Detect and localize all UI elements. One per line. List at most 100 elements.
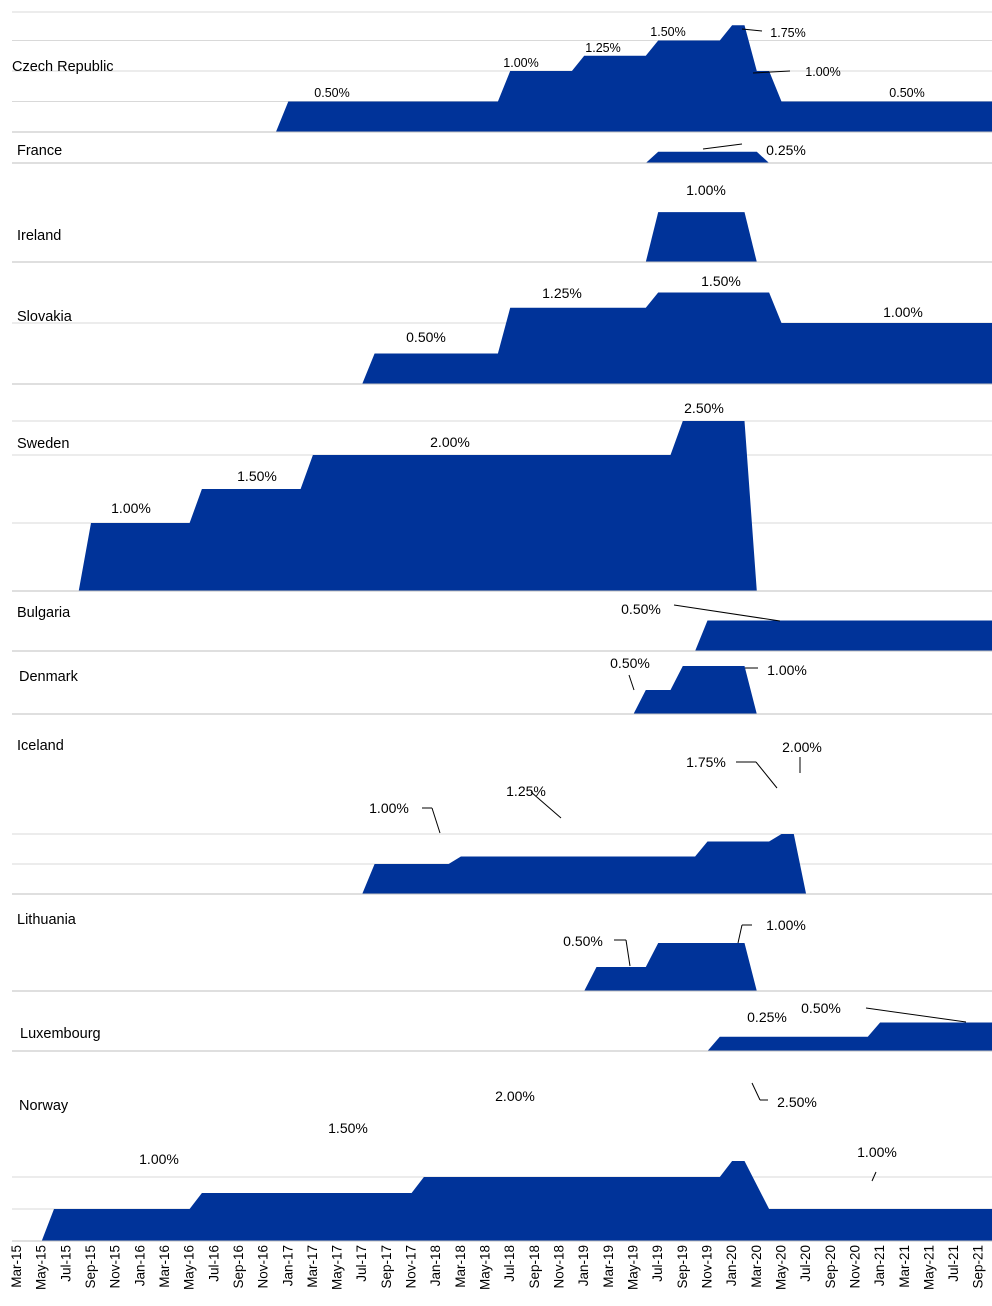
value-label: 1.25% bbox=[506, 783, 546, 799]
value-label: 0.50% bbox=[314, 86, 349, 100]
country-label: Luxembourg bbox=[20, 1026, 101, 1042]
buffer-area bbox=[695, 620, 992, 651]
value-label: 1.00% bbox=[857, 1144, 897, 1160]
value-label: 1.50% bbox=[701, 273, 741, 289]
value-label: 2.00% bbox=[495, 1088, 535, 1104]
panel-lithuania: Lithuania 0.50% 1.00% bbox=[12, 912, 992, 992]
value-label: 0.50% bbox=[610, 655, 650, 671]
value-label: 0.50% bbox=[563, 933, 603, 949]
x-tick-label: May-20 bbox=[774, 1245, 789, 1290]
panel-ireland: Ireland 1.00% bbox=[12, 182, 992, 263]
value-label: 1.00% bbox=[686, 182, 726, 198]
panel-luxembourg: Luxembourg 0.25% 0.50% bbox=[12, 1000, 992, 1052]
x-tick-label: Jan-16 bbox=[132, 1245, 147, 1286]
value-label: 1.00% bbox=[111, 500, 151, 516]
value-label: 1.50% bbox=[650, 25, 685, 39]
value-label: 0.50% bbox=[406, 329, 446, 345]
country-label: France bbox=[17, 143, 62, 159]
x-tick-label: Sep-17 bbox=[379, 1245, 394, 1289]
x-axis: Mar-15 May-15 Jul-15 Sep-15 Nov-15 Jan-16 Mar-… bbox=[9, 1245, 986, 1290]
buffer-area bbox=[645, 151, 770, 163]
value-label: 1.50% bbox=[237, 468, 277, 484]
x-tick-label: Jul-18 bbox=[502, 1245, 517, 1282]
x-tick-label: Jul-21 bbox=[946, 1245, 961, 1282]
label-leader bbox=[871, 1171, 877, 1182]
value-label: 1.00% bbox=[139, 1151, 179, 1167]
x-tick-label: Mar-21 bbox=[897, 1245, 912, 1288]
label-leader bbox=[741, 28, 763, 32]
x-tick-label: Jul-17 bbox=[354, 1245, 369, 1282]
x-tick-label: Jan-20 bbox=[724, 1245, 739, 1286]
country-label: Norway bbox=[19, 1098, 69, 1114]
country-label: Ireland bbox=[17, 228, 61, 244]
value-label: 2.00% bbox=[782, 739, 822, 755]
value-label: 0.25% bbox=[766, 142, 806, 158]
panel-czech-republic: Czech Republic 0.50% 1.00% 1.25% 1.50% 1.75% 1… bbox=[12, 11, 992, 133]
value-label: 2.50% bbox=[684, 400, 724, 416]
label-leader bbox=[628, 674, 635, 691]
x-tick-label: Jul-19 bbox=[650, 1245, 665, 1282]
buffer-area bbox=[275, 25, 992, 132]
country-label: Denmark bbox=[19, 669, 79, 685]
panel-slovakia: Slovakia 0.50% 1.25% 1.50% 1.00% bbox=[12, 273, 992, 385]
x-tick-label: Sep-19 bbox=[675, 1245, 690, 1289]
x-tick-label: Mar-20 bbox=[749, 1245, 764, 1288]
x-tick-label: Nov-15 bbox=[108, 1245, 123, 1289]
buffer-area bbox=[633, 666, 757, 714]
x-tick-label: Jan-19 bbox=[576, 1245, 591, 1286]
label-leader bbox=[752, 70, 791, 74]
x-tick-label: Mar-19 bbox=[601, 1245, 616, 1288]
x-tick-label: Nov-17 bbox=[404, 1245, 419, 1289]
label-leader bbox=[751, 1082, 761, 1101]
x-tick-label: Sep-20 bbox=[823, 1245, 838, 1289]
value-label: 0.25% bbox=[747, 1009, 787, 1025]
x-tick-label: May-17 bbox=[330, 1245, 345, 1290]
x-tick-label: Mar-16 bbox=[157, 1245, 172, 1288]
x-tick-label: Jul-20 bbox=[798, 1245, 813, 1282]
value-label: 1.25% bbox=[542, 285, 582, 301]
value-label: 1.25% bbox=[585, 41, 620, 55]
panel-sweden: Sweden 1.00% 1.50% 2.00% 2.50% bbox=[12, 400, 992, 592]
panel-denmark: Denmark 0.50% 1.00% bbox=[12, 655, 992, 715]
value-label: 1.00% bbox=[883, 304, 923, 320]
panel-france: France 0.25% bbox=[12, 142, 992, 164]
value-label: 2.00% bbox=[430, 434, 470, 450]
x-tick-label: Mar-15 bbox=[9, 1245, 24, 1288]
country-label: Bulgaria bbox=[17, 605, 71, 621]
country-label: Iceland bbox=[17, 738, 64, 754]
label-leader bbox=[737, 924, 743, 944]
x-tick-label: Jan-17 bbox=[280, 1245, 295, 1286]
x-tick-label: Jan-21 bbox=[872, 1245, 887, 1286]
value-label: 1.00% bbox=[805, 65, 840, 79]
buffer-area bbox=[362, 834, 807, 894]
panel-norway: Norway 1.00% 1.50% 2.00% 2.50% 1.00% bbox=[12, 1082, 992, 1242]
value-label: 1.00% bbox=[503, 56, 538, 70]
value-label: 1.75% bbox=[686, 754, 726, 770]
x-tick-label: Sep-16 bbox=[231, 1245, 246, 1289]
label-leader bbox=[755, 761, 778, 789]
value-label: 1.00% bbox=[766, 917, 806, 933]
x-tick-label: May-21 bbox=[921, 1245, 936, 1290]
buffer-area bbox=[362, 292, 992, 384]
label-leader bbox=[702, 143, 743, 150]
x-tick-label: Jul-15 bbox=[58, 1245, 73, 1282]
label-leader bbox=[865, 1007, 967, 1023]
x-tick-label: Nov-20 bbox=[847, 1245, 862, 1289]
label-leader bbox=[431, 807, 441, 834]
label-leader bbox=[625, 939, 631, 967]
buffer-area bbox=[41, 1161, 992, 1241]
panel-bulgaria: Bulgaria 0.50% bbox=[12, 601, 992, 652]
label-leader bbox=[673, 604, 781, 622]
x-tick-label: Nov-18 bbox=[552, 1245, 567, 1289]
country-label: Sweden bbox=[17, 436, 69, 452]
x-tick-label: Jan-18 bbox=[428, 1245, 443, 1286]
value-label: 2.50% bbox=[777, 1094, 817, 1110]
country-label: Slovakia bbox=[17, 309, 73, 325]
value-label: 1.00% bbox=[767, 662, 807, 678]
x-tick-label: May-16 bbox=[182, 1245, 197, 1290]
x-tick-label: Mar-18 bbox=[453, 1245, 468, 1288]
x-tick-label: May-19 bbox=[626, 1245, 641, 1290]
value-label: 0.50% bbox=[889, 86, 924, 100]
x-tick-label: Nov-16 bbox=[256, 1245, 271, 1289]
